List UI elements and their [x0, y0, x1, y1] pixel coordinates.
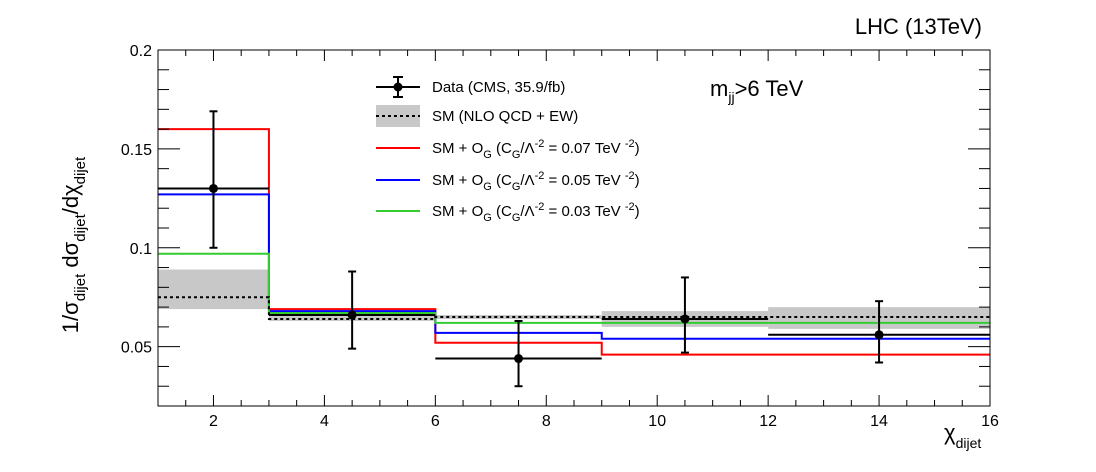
legend-cg003-label: SM + OG (CG/Λ-2 = 0.03 TeV -2) — [432, 201, 640, 224]
x-tick-label: 12 — [759, 413, 777, 430]
legend-cg005-sup3: -2 — [625, 170, 635, 182]
x-tick-label: 2 — [209, 413, 218, 430]
data-marker — [514, 354, 524, 364]
legend-cg007-sup2: -2 — [535, 138, 545, 150]
legend-entry-cg005: SM + OG (CG/Λ-2 = 0.05 TeV -2) — [376, 170, 640, 193]
histogram-sm — [158, 296, 990, 320]
y-tick-label: 0.2 — [130, 43, 152, 60]
legend-cg005-sub2: G — [512, 181, 521, 193]
legend-cg003-sup1: /Λ — [520, 203, 534, 220]
mass-cut-base: m — [710, 76, 728, 101]
axis-ticks — [157, 49, 991, 407]
legend-cg003-sub1: G — [483, 212, 492, 224]
legend-cg007-sup1: /Λ — [520, 140, 534, 157]
data-points — [158, 110, 990, 388]
legend-sm-band — [376, 105, 420, 127]
legend-entry-cg003: SM + OG (CG/Λ-2 = 0.03 TeV -2) — [376, 201, 640, 224]
legend-cg007-sub1: G — [483, 149, 492, 161]
chart-title: LHC (13TeV) — [855, 14, 982, 39]
x-axis-title: χdijet — [944, 420, 981, 451]
sm-band-bin-1 — [158, 269, 269, 310]
axis-tick-labels: 2 4 6 8 10 12 14 16 0.05 0.1 0.15 0.2 — [121, 43, 999, 430]
legend-cg007-mid: (C — [492, 140, 512, 157]
legend-cg005-sub1: G — [483, 181, 492, 193]
data-marker — [347, 310, 357, 320]
legend-cg007-label: SM + OG (CG/Λ-2 = 0.07 TeV -2) — [432, 138, 640, 161]
y-axis-title: 1/σdijet dσdijet/dχdijet — [58, 156, 89, 333]
x-tick-label: 4 — [320, 413, 329, 430]
legend-data-label: Data (CMS, 35.9/fb) — [432, 79, 565, 96]
legend-cg005-pre: SM + O — [432, 172, 483, 189]
legend-cg007-end: ) — [635, 140, 640, 157]
data-point-3 — [435, 319, 602, 388]
y-axis-title-s1: dijet — [72, 273, 89, 301]
legend-cg003-mid: (C — [492, 203, 512, 220]
legend-cg005-label: SM + OG (CG/Λ-2 = 0.05 TeV -2) — [432, 170, 640, 193]
x-axis-title-base: χ — [944, 420, 956, 445]
mass-cut-rest: >6 TeV — [735, 76, 804, 101]
legend-entry-cg007: SM + OG (CG/Λ-2 = 0.07 TeV -2) — [376, 138, 640, 161]
data-point-4 — [601, 276, 769, 354]
data-point-1 — [158, 110, 269, 249]
mass-cut-annotation: mjj>6 TeV — [710, 76, 804, 105]
plot-frame-rect — [157, 49, 991, 407]
data-marker — [208, 183, 218, 193]
x-tick-label: 6 — [431, 413, 440, 430]
histogram-lines — [158, 128, 990, 356]
legend-cg003-pre: SM + O — [432, 203, 483, 220]
y-tick-label: 0.05 — [121, 340, 152, 357]
y-tick-label: 0.1 — [130, 241, 152, 258]
x-axis-title-sub: dijet — [956, 435, 982, 451]
y-tick-label: 0.15 — [121, 142, 152, 159]
data-marker — [680, 314, 690, 324]
x-tick-label: 14 — [870, 413, 888, 430]
legend-entry-data: Data (CMS, 35.9/fb) — [376, 76, 565, 98]
legend-sm-label: SM (NLO QCD + EW) — [432, 108, 578, 125]
legend-cg005-sup1: /Λ — [520, 172, 534, 189]
legend-entry-sm: SM (NLO QCD + EW) — [376, 105, 578, 127]
data-marker — [874, 330, 884, 340]
legend-cg007-sup3: -2 — [625, 138, 635, 150]
legend-data-marker — [393, 82, 403, 92]
legend-cg007-sub2: G — [512, 149, 521, 161]
x-tick-label: 8 — [542, 413, 551, 430]
y-axis-title-p3: /dχ — [58, 184, 83, 214]
x-tick-label: 16 — [981, 413, 999, 430]
legend-cg005-mid: (C — [492, 172, 512, 189]
legend-cg003-sup2: -2 — [535, 201, 545, 213]
legend-cg003-end: ) — [635, 203, 640, 220]
histogram-cg005 — [158, 193, 990, 340]
legend-cg003-sub2: G — [512, 212, 521, 224]
legend-cg007-val: = 0.07 TeV — [544, 140, 624, 157]
legend-cg003-val: = 0.03 TeV — [544, 203, 624, 220]
data-point-5 — [768, 300, 990, 364]
y-axis-title-s2: dijet — [72, 213, 89, 241]
legend-cg005-val: = 0.05 TeV — [544, 172, 624, 189]
legend-cg005-sup2: -2 — [535, 170, 545, 182]
legend: Data (CMS, 35.9/fb) SM (NLO QCD + EW) SM… — [376, 76, 640, 224]
data-point-2 — [268, 270, 436, 350]
y-axis-title-p2: dσ — [58, 241, 83, 273]
x-tick-label: 10 — [648, 413, 666, 430]
legend-cg007-pre: SM + O — [432, 140, 483, 157]
plot-frame — [157, 49, 991, 407]
y-axis-title-s3: dijet — [72, 156, 89, 184]
legend-cg005-end: ) — [635, 172, 640, 189]
y-axis-title-p1: 1/σ — [58, 301, 83, 333]
mass-cut-sub: jj — [727, 89, 734, 105]
legend-cg003-sup3: -2 — [625, 201, 635, 213]
